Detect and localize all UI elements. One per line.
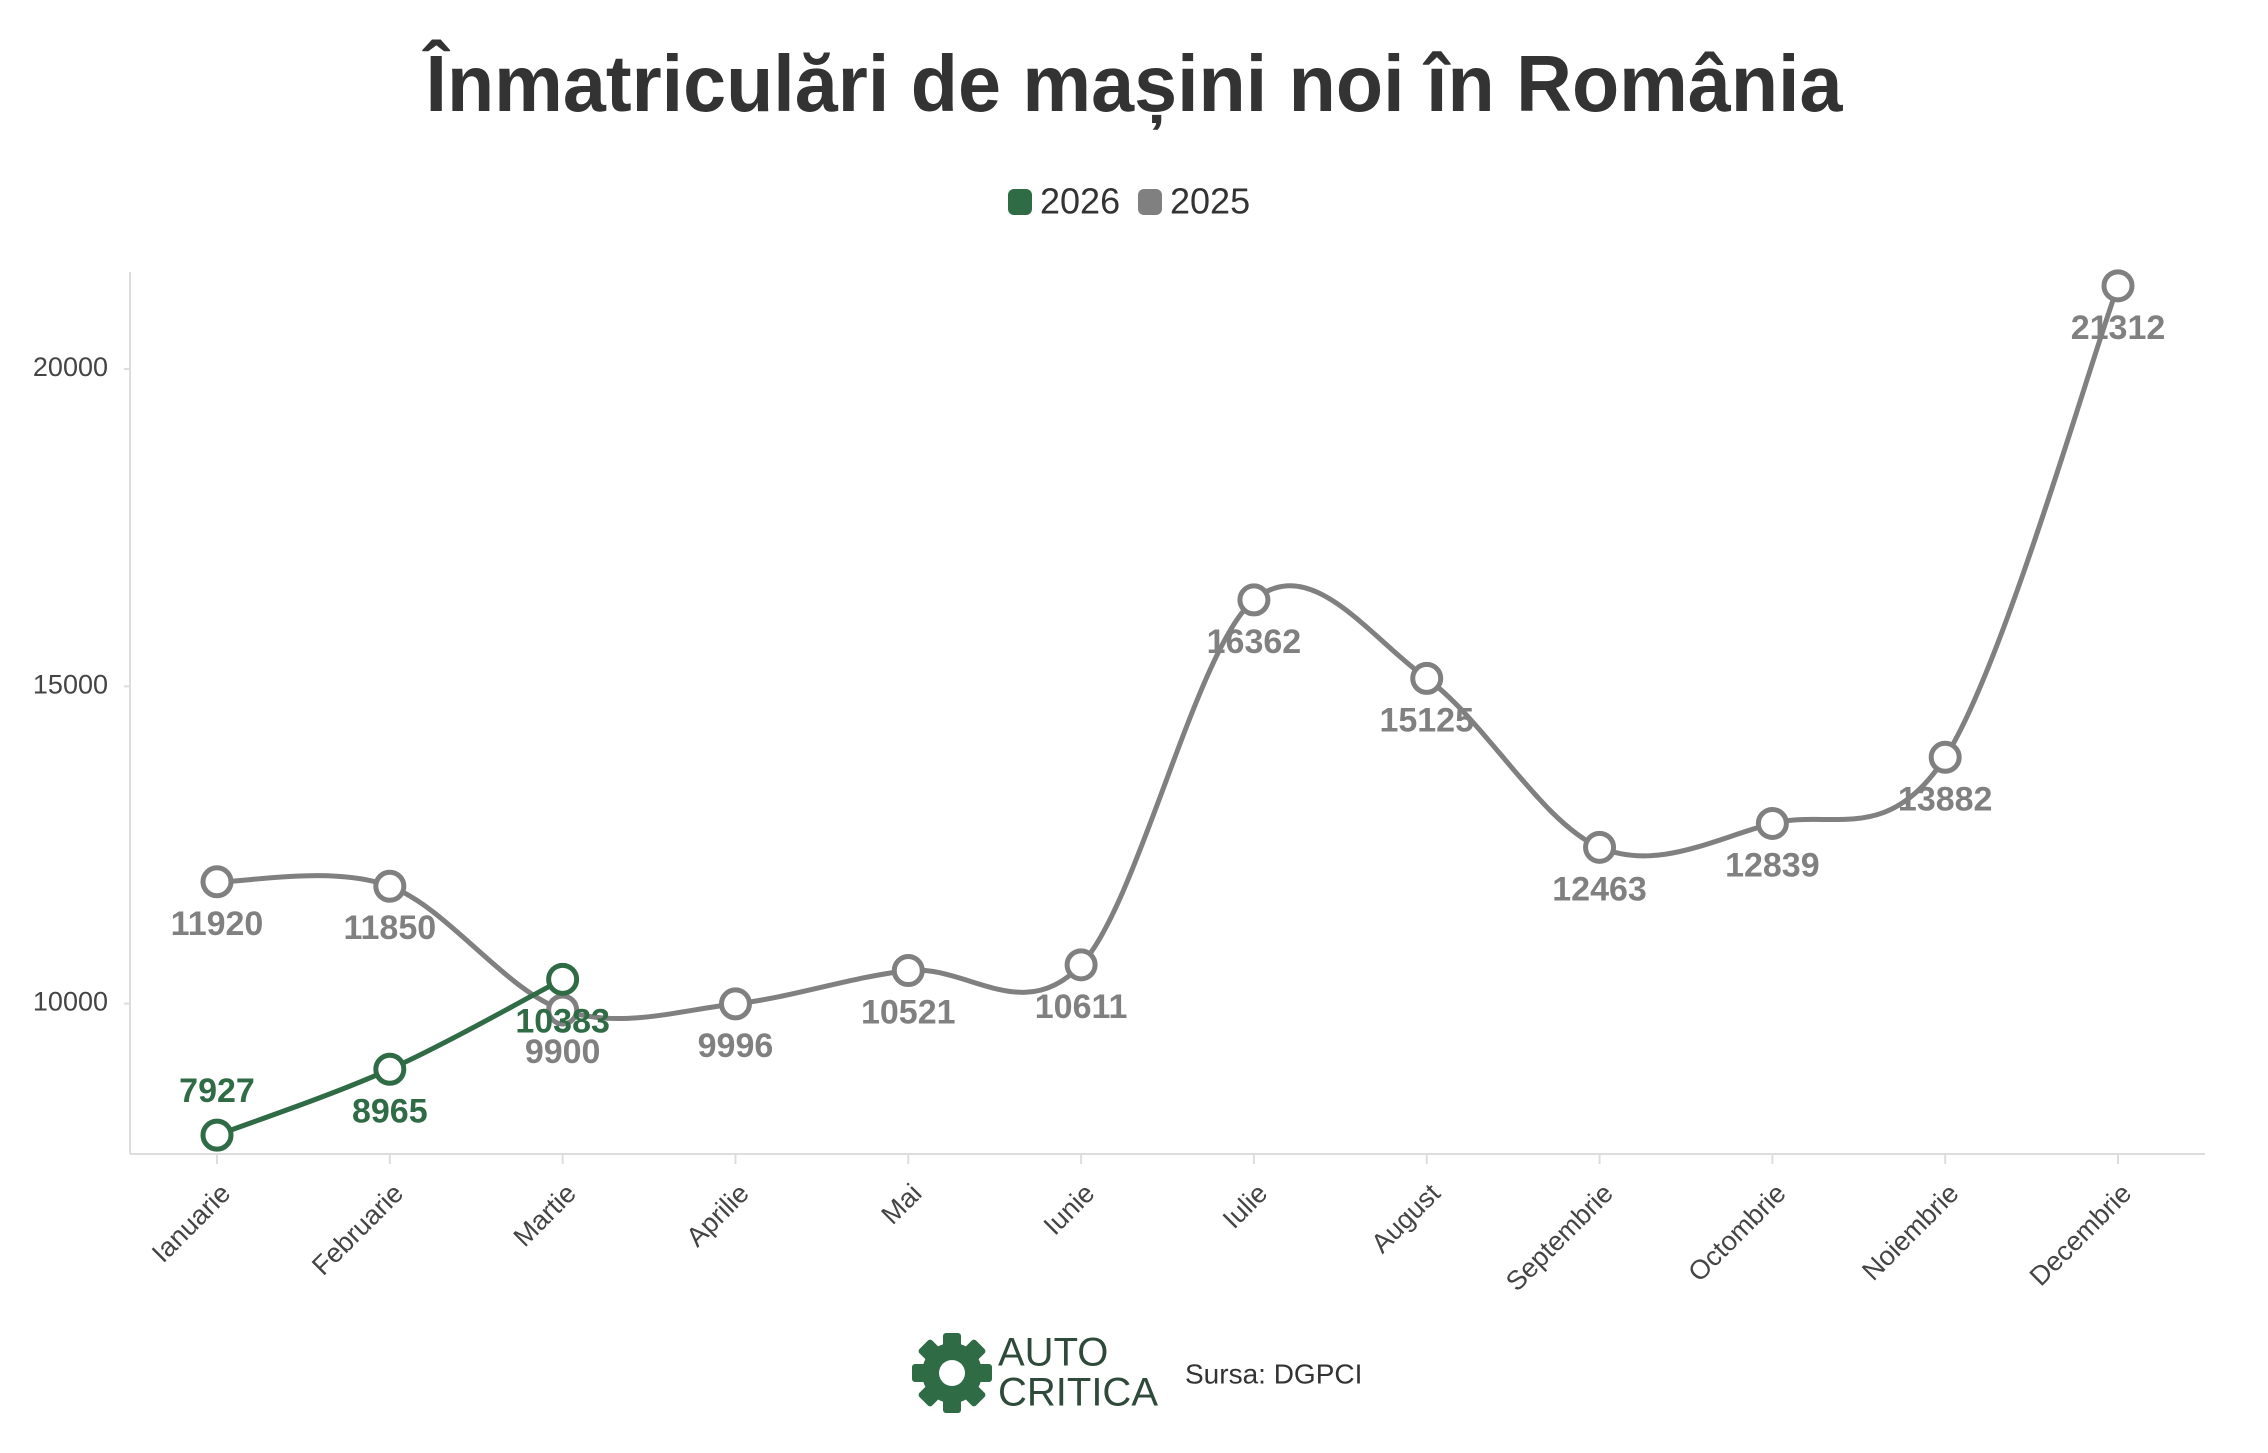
- x-tick-label: Septembrie: [1500, 1178, 1619, 1297]
- x-tick-label: Martie: [508, 1178, 582, 1252]
- marker: [1410, 661, 1444, 695]
- x-tick-label: Mai: [876, 1178, 928, 1230]
- source: Sursa: DGPCI: [1185, 1358, 1362, 1389]
- x-tick-label: Iulie: [1217, 1178, 1273, 1234]
- marker: [891, 954, 925, 988]
- marker: [546, 962, 580, 996]
- marker: [1928, 740, 1962, 774]
- data-label: 10521: [861, 994, 956, 1032]
- data-label: 9900: [525, 1033, 601, 1071]
- marker: [718, 987, 752, 1021]
- marker: [1755, 806, 1789, 840]
- legend-swatch: [1138, 189, 1162, 215]
- data-label: 9996: [698, 1027, 774, 1065]
- x-tick-label: Februarie: [306, 1178, 409, 1281]
- data-label: 10383: [515, 1002, 610, 1040]
- logo-text: CRITICA: [998, 1371, 1158, 1415]
- marker: [200, 1118, 234, 1152]
- data-label: 15125: [1379, 701, 1474, 739]
- data-label: 16362: [1207, 623, 1302, 661]
- data-label: 8965: [352, 1092, 428, 1130]
- data-label: 12839: [1725, 846, 1820, 884]
- x-tick-label: Octombrie: [1682, 1178, 1791, 1287]
- logo-text: AUTO: [998, 1331, 1108, 1375]
- y-tick-label: 10000: [33, 987, 108, 1017]
- logo-gear: [912, 1333, 992, 1413]
- data-label: 21312: [2071, 309, 2166, 347]
- marker: [373, 869, 407, 903]
- x-tick-label: Noiembrie: [1856, 1178, 1964, 1286]
- marker: [1237, 583, 1271, 617]
- marker: [546, 993, 580, 1027]
- line: [216, 284, 2121, 1021]
- marker: [200, 865, 234, 899]
- x-tick-label: August: [1365, 1178, 1446, 1259]
- marker: [373, 1052, 407, 1086]
- data-label: 7927: [179, 1072, 255, 1110]
- legend-label: 2025: [1170, 181, 1250, 222]
- data-label: 12463: [1552, 870, 1647, 908]
- x-tick-label: Ianuarie: [146, 1178, 236, 1268]
- y-tick-label: 20000: [33, 352, 108, 382]
- marker: [1064, 948, 1098, 982]
- marker: [1583, 830, 1617, 864]
- logo: AUTO CRITICA: [912, 1331, 1158, 1415]
- data-label: 11850: [343, 909, 436, 947]
- data-label: 10611: [1035, 988, 1128, 1026]
- x-tick-label: Decembrie: [2024, 1178, 2138, 1292]
- data-label: 11920: [171, 905, 264, 943]
- data-label: 13882: [1898, 780, 1993, 818]
- legend-swatch: [1008, 189, 1032, 215]
- chart-title: Înmatriculări de mașini noi în România: [422, 39, 1843, 130]
- marker: [2101, 269, 2135, 303]
- y-tick-label: 15000: [33, 669, 108, 699]
- x-tick-label: Iunie: [1038, 1178, 1101, 1241]
- legend: 2026 2025: [1008, 181, 1250, 222]
- legend-label: 2026: [1040, 181, 1120, 222]
- x-tick-label: Aprilie: [680, 1178, 754, 1252]
